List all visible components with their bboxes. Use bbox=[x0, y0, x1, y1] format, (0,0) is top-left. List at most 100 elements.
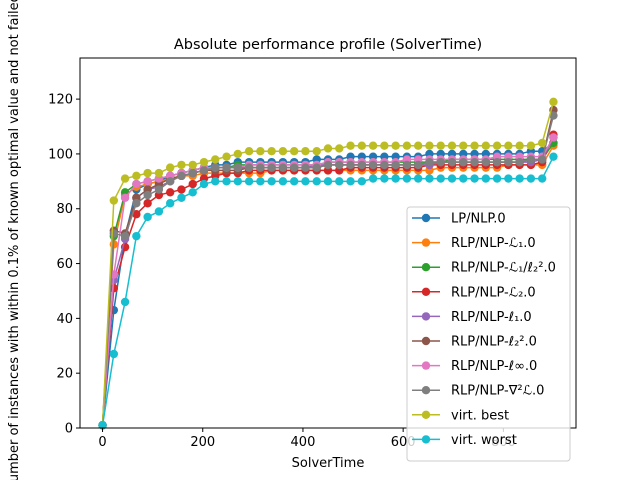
data-point bbox=[323, 144, 333, 153]
data-point bbox=[132, 231, 141, 241]
legend-label: RLP/NLP-ℒ₁.0 bbox=[451, 236, 536, 251]
data-point bbox=[143, 168, 152, 178]
series-8 bbox=[98, 97, 558, 430]
data-point bbox=[289, 163, 299, 172]
data-point bbox=[177, 193, 186, 202]
data-point bbox=[436, 157, 445, 167]
data-point bbox=[188, 160, 197, 170]
data-point bbox=[526, 141, 536, 150]
y-axis: 0 20 40 60 80 100 120 bbox=[48, 93, 80, 437]
data-point bbox=[323, 177, 333, 186]
data-point bbox=[165, 177, 175, 186]
legend-item: RLP/NLP-ℒ₁/ℓ₂².0 bbox=[412, 261, 556, 276]
legend-marker bbox=[421, 435, 431, 444]
legend-label: RLP/NLP-ℓ∞.0 bbox=[451, 359, 537, 374]
data-point bbox=[143, 190, 152, 200]
data-point bbox=[481, 157, 491, 167]
data-point bbox=[402, 141, 412, 150]
data-point bbox=[154, 168, 164, 178]
legend-marker bbox=[421, 336, 431, 346]
x-tick-label: 0 bbox=[98, 435, 106, 450]
y-tick-label: 80 bbox=[56, 202, 73, 217]
data-point bbox=[436, 141, 445, 150]
data-point bbox=[380, 174, 389, 183]
data-point bbox=[402, 160, 412, 170]
data-point bbox=[447, 157, 457, 167]
legend-label: RLP/NLP-∇²ℒ.0 bbox=[451, 384, 544, 399]
data-point bbox=[346, 177, 355, 186]
data-point bbox=[120, 231, 130, 241]
series-layer bbox=[98, 97, 558, 430]
data-point bbox=[515, 174, 524, 183]
legend-marker bbox=[421, 213, 431, 223]
data-point bbox=[346, 141, 355, 150]
data-point bbox=[459, 157, 468, 167]
data-point bbox=[323, 160, 333, 170]
data-point bbox=[335, 177, 344, 186]
data-point bbox=[109, 349, 119, 359]
data-point bbox=[537, 155, 547, 164]
x-tick-label: 400 bbox=[291, 435, 316, 450]
chart-title: Absolute performance profile (SolverTime… bbox=[174, 37, 482, 53]
data-point bbox=[492, 141, 502, 150]
data-point bbox=[526, 155, 536, 164]
data-point bbox=[109, 196, 119, 205]
legend-marker bbox=[421, 361, 431, 370]
data-point bbox=[413, 174, 423, 183]
legend-label: RLP/NLP-ℓ₁.0 bbox=[451, 310, 532, 325]
y-tick-label: 60 bbox=[56, 257, 73, 272]
legend-marker bbox=[421, 410, 431, 419]
data-point bbox=[425, 157, 434, 167]
data-point bbox=[312, 146, 321, 156]
data-point bbox=[211, 163, 220, 172]
data-point bbox=[335, 160, 344, 170]
data-point bbox=[289, 177, 299, 186]
data-point bbox=[120, 297, 130, 307]
data-point bbox=[481, 174, 491, 183]
data-point bbox=[143, 177, 152, 186]
data-point bbox=[120, 193, 130, 202]
data-point bbox=[244, 146, 254, 156]
data-point bbox=[199, 179, 209, 189]
data-point bbox=[98, 421, 107, 430]
data-point bbox=[165, 188, 175, 197]
data-point bbox=[154, 207, 164, 216]
legend-marker bbox=[421, 287, 431, 296]
data-point bbox=[537, 174, 547, 183]
legend-label: RLP/NLP-ℒ₁/ℓ₂².0 bbox=[451, 261, 556, 276]
data-point bbox=[549, 97, 558, 107]
data-point bbox=[188, 168, 197, 178]
data-point bbox=[312, 177, 321, 186]
axes-frame bbox=[79, 57, 577, 429]
data-point bbox=[504, 157, 513, 167]
data-point bbox=[132, 199, 141, 208]
data-point bbox=[537, 138, 547, 148]
data-point bbox=[391, 174, 400, 183]
data-point bbox=[391, 141, 400, 150]
y-tick-label: 100 bbox=[48, 147, 73, 162]
legend-item: RLP/NLP-ℓ₂².0 bbox=[412, 335, 537, 350]
data-point bbox=[222, 177, 231, 186]
data-point bbox=[233, 149, 243, 159]
data-point bbox=[459, 141, 468, 150]
legend-item: RLP/NLP-∇²ℒ.0 bbox=[412, 384, 544, 399]
data-point bbox=[244, 163, 254, 172]
data-point bbox=[357, 141, 367, 150]
data-point bbox=[368, 141, 378, 150]
data-point bbox=[549, 133, 558, 142]
y-tick-label: 0 bbox=[65, 422, 73, 437]
data-point bbox=[481, 141, 491, 150]
data-point bbox=[188, 179, 197, 189]
data-point bbox=[289, 146, 299, 156]
legend-item: virt. worst bbox=[412, 433, 517, 448]
data-point bbox=[425, 141, 434, 150]
legend-item: RLP/NLP-ℒ₂.0 bbox=[412, 285, 536, 300]
data-point bbox=[177, 160, 186, 170]
data-point bbox=[504, 174, 513, 183]
data-point bbox=[436, 174, 445, 183]
data-point bbox=[165, 163, 175, 172]
data-point bbox=[132, 179, 141, 189]
legend-marker bbox=[421, 386, 431, 395]
legend-label: RLP/NLP-ℒ₂.0 bbox=[451, 285, 536, 300]
